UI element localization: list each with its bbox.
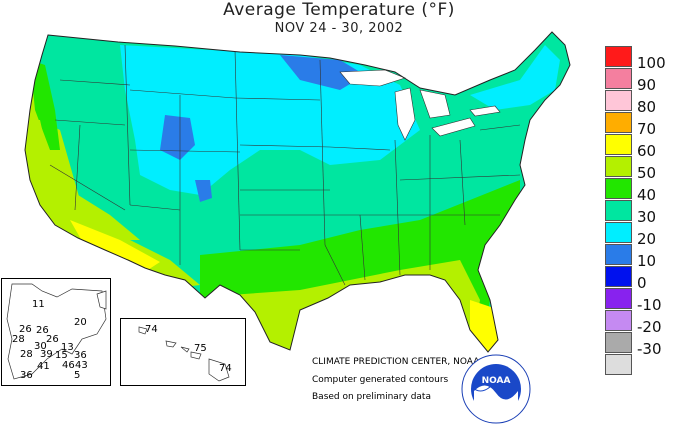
- legend-label: 80: [637, 98, 657, 116]
- noaa-logo: NOAA: [461, 354, 531, 424]
- alaska-label: 43: [75, 360, 88, 371]
- legend-label: 0: [637, 274, 647, 292]
- legend-swatch: [605, 134, 632, 155]
- legend-row: 90: [605, 68, 677, 94]
- alaska-map: [6, 283, 107, 380]
- legend-row: 10: [605, 244, 677, 270]
- alaska-label: 13: [61, 342, 74, 353]
- legend-label: 90: [637, 76, 657, 94]
- alaska-label: 36: [74, 350, 87, 361]
- alaska-label: 46: [62, 360, 75, 371]
- legend-row: 30: [605, 200, 677, 226]
- hawaii-label: 75: [194, 343, 207, 354]
- legend-label: 60: [637, 142, 657, 160]
- legend-swatch: [605, 332, 632, 353]
- us-temperature-map: [24, 31, 571, 353]
- credit-line-2: Computer generated contours: [312, 375, 449, 385]
- alaska-label: 11: [32, 299, 45, 310]
- legend-label: -30: [637, 340, 662, 358]
- legend-row: 50: [605, 156, 677, 182]
- legend-row: 40: [605, 178, 677, 204]
- alaska-inset: 11 20 26 26 26 30 13 28 28 39 15 36 41 4…: [1, 278, 111, 386]
- alaska-label: 39: [40, 349, 53, 360]
- legend-swatch: [605, 68, 632, 89]
- legend-row: 70: [605, 112, 677, 138]
- legend-swatch: [605, 200, 632, 221]
- legend-row: -20: [605, 310, 677, 336]
- legend-row: -10: [605, 288, 677, 314]
- alaska-label: 20: [74, 317, 87, 328]
- alaska-label: 15: [55, 350, 68, 361]
- map-subtitle: NOV 24 - 30, 2002: [274, 21, 404, 36]
- legend-row: 20: [605, 222, 677, 248]
- legend-swatch: [605, 178, 632, 199]
- legend-label: -20: [637, 318, 662, 336]
- legend-label: 70: [637, 120, 657, 138]
- legend-swatch: [605, 90, 632, 111]
- alaska-label: 30: [34, 341, 47, 352]
- legend-swatch: [605, 288, 632, 309]
- legend-label: 40: [637, 186, 657, 204]
- legend-swatch: [605, 222, 632, 243]
- legend-swatch: [605, 46, 632, 67]
- legend-label: 100: [637, 54, 666, 72]
- legend-swatch: [605, 156, 632, 177]
- hawaii-label: 74: [145, 324, 158, 335]
- hawaii-inset: 74 75 74: [120, 318, 246, 386]
- alaska-label: 26: [36, 325, 49, 336]
- legend-label: -10: [637, 296, 662, 314]
- credit-line-3: Based on preliminary data: [312, 392, 431, 402]
- temperature-legend: 100 90 80 70 60 50 40 30 20 10 0 -10 -20 -30: [605, 46, 677, 376]
- legend-swatch: [605, 354, 632, 375]
- map-title: Average Temperature (°F): [223, 0, 455, 20]
- noaa-logo-text: NOAA: [482, 376, 511, 386]
- legend-row: 0: [605, 266, 677, 292]
- legend-label: 50: [637, 164, 657, 182]
- credit-line-1: CLIMATE PREDICTION CENTER, NOAA: [312, 357, 480, 367]
- hawaii-map: [138, 326, 230, 382]
- legend-row: [605, 354, 677, 376]
- legend-row: 100: [605, 46, 677, 72]
- legend-swatch: [605, 112, 632, 133]
- alaska-label: 36: [20, 370, 33, 381]
- alaska-label: 26: [19, 324, 32, 335]
- alaska-label: 28: [12, 334, 25, 345]
- alaska-label: 28: [20, 349, 33, 360]
- alaska-label: 5: [74, 370, 81, 381]
- legend-label: 30: [637, 208, 657, 226]
- alaska-label: 41: [37, 361, 50, 372]
- legend-swatch: [605, 244, 632, 265]
- legend-label: 20: [637, 230, 657, 248]
- legend-row: -30: [605, 332, 677, 358]
- hawaii-label: 74: [219, 363, 232, 374]
- legend-swatch: [605, 266, 632, 287]
- legend-row: 60: [605, 134, 677, 160]
- legend-row: 80: [605, 90, 677, 116]
- alaska-label: 26: [46, 334, 59, 345]
- legend-swatch: [605, 310, 632, 331]
- legend-label: 10: [637, 252, 657, 270]
